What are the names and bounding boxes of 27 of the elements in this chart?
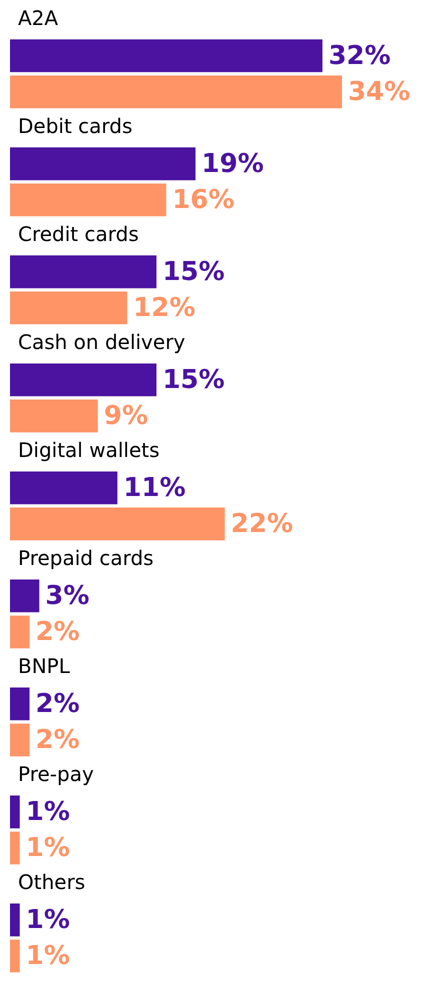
data-label: 11% bbox=[123, 472, 186, 503]
data-label: 1% bbox=[26, 796, 70, 827]
data-label: 32% bbox=[328, 40, 391, 71]
y-tick-label: A2A bbox=[18, 6, 58, 30]
data-label: 2% bbox=[36, 724, 80, 755]
y-tick-label: Debit cards bbox=[18, 114, 132, 138]
data-label: 12% bbox=[133, 292, 196, 323]
data-label: 22% bbox=[230, 508, 294, 539]
data-label: 34% bbox=[348, 76, 410, 107]
data-label: 1% bbox=[26, 941, 70, 972]
y-tick-label: Pre-pay bbox=[18, 762, 94, 786]
y-tick-label: BNPL bbox=[18, 654, 71, 678]
data-label: 3% bbox=[45, 580, 90, 611]
y-tick-label: Credit cards bbox=[18, 222, 139, 246]
data-label: 15% bbox=[162, 256, 225, 287]
data-label: 16% bbox=[172, 184, 234, 215]
data-label: 15% bbox=[162, 364, 225, 395]
data-label: 9% bbox=[104, 400, 148, 431]
y-tick-label: Others bbox=[18, 870, 86, 894]
data-label: 2% bbox=[36, 616, 80, 647]
data-label: 1% bbox=[26, 904, 70, 935]
y-tick-label: Prepaid cards bbox=[18, 546, 154, 570]
y-tick-label: Cash on delivery bbox=[18, 330, 186, 354]
data-label: 19% bbox=[202, 148, 264, 179]
y-tick-label: Digital wallets bbox=[18, 438, 160, 462]
data-label: 2% bbox=[36, 688, 80, 719]
data-label: 1% bbox=[26, 833, 70, 864]
